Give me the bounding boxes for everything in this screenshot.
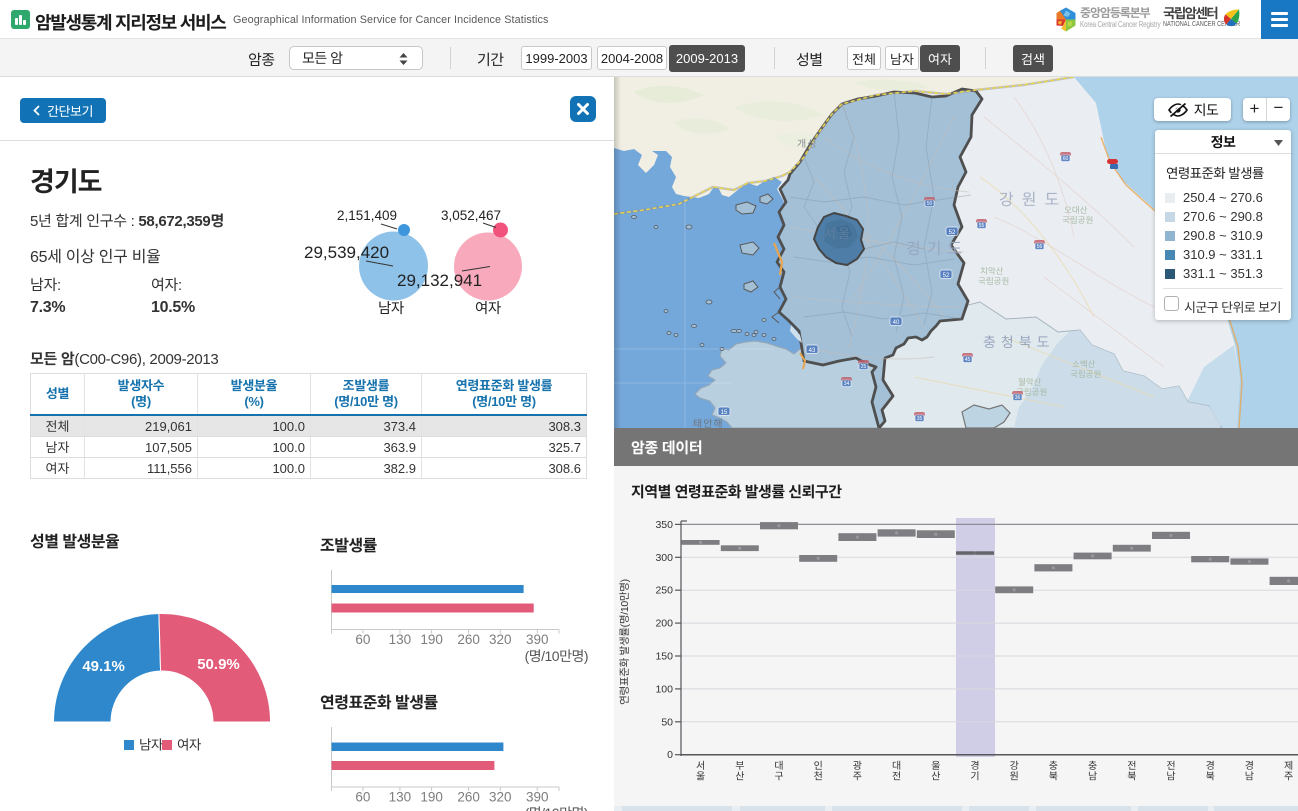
svg-text:100: 100 — [655, 683, 673, 695]
svg-text:50.9%: 50.9% — [197, 656, 240, 673]
svg-text:130: 130 — [389, 790, 412, 805]
svg-text:190: 190 — [420, 632, 443, 647]
svg-text:50: 50 — [927, 201, 933, 207]
svg-text:60: 60 — [1063, 156, 1069, 162]
svg-text:52: 52 — [949, 230, 956, 236]
svg-text:0: 0 — [667, 749, 673, 761]
svg-text:(명/10만명): (명/10만명) — [525, 648, 588, 664]
svg-text:25: 25 — [861, 364, 867, 370]
svg-text:충청북도: 충청북도 — [983, 334, 1055, 350]
svg-text:29,539,420: 29,539,420 — [304, 243, 389, 262]
svg-text:개성: 개성 — [797, 138, 817, 150]
svg-text:남자: 남자 — [139, 738, 164, 753]
svg-text:북: 북 — [1206, 771, 1215, 783]
svg-text:여자: 여자 — [177, 738, 202, 753]
svg-text:40: 40 — [893, 320, 900, 326]
svg-text:남: 남 — [1245, 771, 1254, 783]
svg-text:구: 구 — [774, 772, 783, 783]
svg-text:산: 산 — [931, 771, 940, 783]
svg-text:3,052,467: 3,052,467 — [441, 208, 501, 223]
svg-text:남: 남 — [1166, 771, 1175, 783]
svg-text:60: 60 — [355, 790, 370, 805]
svg-text:남: 남 — [1088, 771, 1097, 783]
svg-text:60: 60 — [355, 632, 370, 647]
svg-text:국립공원: 국립공원 — [1062, 215, 1093, 225]
svg-text:강: 강 — [1010, 760, 1019, 772]
svg-text:36: 36 — [1015, 395, 1021, 401]
svg-text:52: 52 — [943, 273, 950, 279]
svg-text:경: 경 — [1206, 760, 1215, 772]
svg-text:150: 150 — [655, 651, 673, 663]
svg-text:56: 56 — [1037, 244, 1043, 250]
svg-text:천: 천 — [814, 771, 823, 783]
svg-text:연령표준화 발생률(명/10만명): 연령표준화 발생률(명/10만명) — [619, 579, 631, 705]
svg-text:130: 130 — [389, 632, 412, 647]
svg-text:260: 260 — [457, 790, 480, 805]
svg-text:울: 울 — [696, 771, 705, 783]
svg-text:경: 경 — [1245, 760, 1254, 772]
svg-text:치악산: 치악산 — [980, 266, 1004, 276]
svg-text:390: 390 — [526, 790, 549, 805]
svg-text:(명/10만명): (명/10만명) — [525, 805, 588, 811]
svg-text:2,151,409: 2,151,409 — [337, 208, 397, 223]
svg-text:49.1%: 49.1% — [82, 658, 125, 675]
svg-text:소백산: 소백산 — [1072, 359, 1096, 369]
svg-text:200: 200 — [655, 618, 673, 630]
svg-text:제: 제 — [1284, 760, 1293, 772]
svg-text:29,132,941: 29,132,941 — [397, 271, 482, 290]
svg-text:충: 충 — [1088, 760, 1097, 772]
svg-text:울: 울 — [931, 760, 940, 772]
svg-text:광: 광 — [853, 760, 862, 772]
svg-text:15: 15 — [721, 410, 728, 416]
svg-text:국립공원: 국립공원 — [1016, 387, 1047, 397]
svg-text:대: 대 — [892, 760, 901, 772]
svg-text:원: 원 — [1010, 771, 1019, 783]
svg-text:대: 대 — [774, 760, 783, 772]
svg-text:350: 350 — [655, 519, 673, 531]
svg-text:부: 부 — [735, 761, 744, 772]
svg-text:35: 35 — [917, 416, 923, 422]
svg-text:기: 기 — [970, 771, 979, 783]
svg-text:남자: 남자 — [378, 301, 404, 317]
svg-text:오대산: 오대산 — [1064, 205, 1088, 215]
svg-text:국립공원: 국립공원 — [978, 276, 1009, 286]
svg-text:45: 45 — [965, 357, 971, 363]
svg-text:390: 390 — [526, 632, 549, 647]
svg-text:서울: 서울 — [824, 226, 852, 241]
svg-text:국립공원: 국립공원 — [1070, 369, 1101, 379]
svg-text:34: 34 — [844, 381, 850, 387]
svg-text:190: 190 — [420, 790, 443, 805]
svg-text:320: 320 — [489, 632, 512, 647]
svg-text:주: 주 — [853, 772, 862, 783]
svg-text:43: 43 — [809, 348, 816, 354]
svg-text:전: 전 — [1166, 760, 1175, 772]
svg-text:전: 전 — [1127, 760, 1136, 772]
svg-text:320: 320 — [489, 790, 512, 805]
svg-text:북: 북 — [1049, 771, 1058, 783]
svg-text:산: 산 — [735, 771, 744, 783]
svg-text:50: 50 — [661, 716, 673, 728]
svg-text:강원도: 강원도 — [999, 191, 1067, 209]
svg-text:태안해: 태안해 — [693, 418, 724, 428]
svg-text:서: 서 — [696, 760, 705, 772]
svg-text:지역별 연령표준화 발생률 신뢰구간: 지역별 연령표준화 발생률 신뢰구간 — [631, 484, 842, 501]
svg-text:260: 260 — [457, 632, 480, 647]
svg-text:250: 250 — [655, 585, 673, 597]
svg-text:충: 충 — [1049, 760, 1058, 772]
svg-text:인: 인 — [814, 760, 823, 772]
svg-text:55: 55 — [979, 223, 985, 229]
svg-text:여자: 여자 — [475, 301, 501, 317]
svg-text:경기도: 경기도 — [906, 240, 968, 258]
svg-text:300: 300 — [655, 552, 673, 564]
svg-text:월악산: 월악산 — [1018, 377, 1042, 387]
svg-text:북: 북 — [1127, 771, 1136, 783]
svg-text:주: 주 — [1284, 772, 1293, 783]
svg-text:전: 전 — [892, 771, 901, 783]
svg-text:경: 경 — [970, 760, 979, 772]
